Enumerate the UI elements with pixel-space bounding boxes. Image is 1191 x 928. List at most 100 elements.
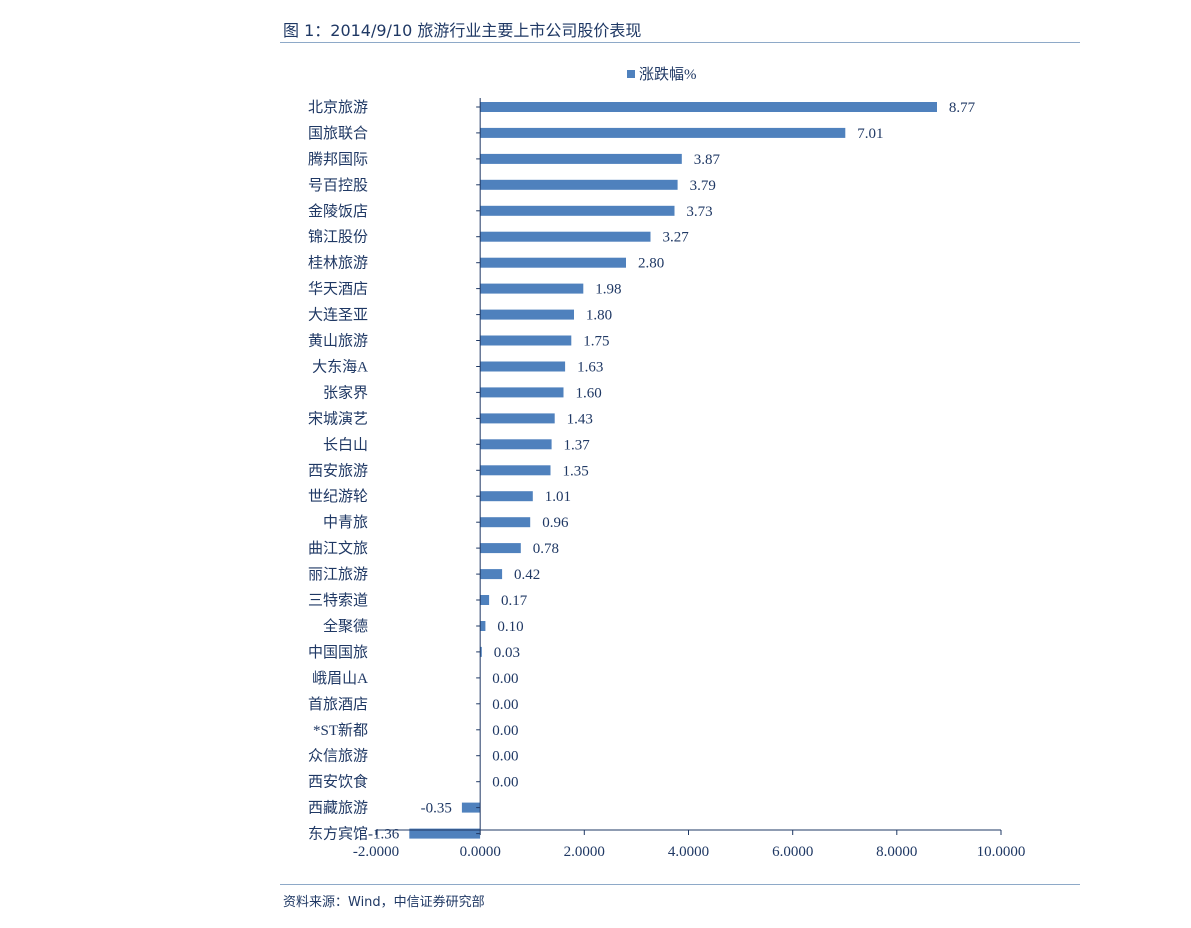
bar (480, 309, 574, 320)
category-label: 西藏旅游 (308, 800, 368, 817)
source-divider (280, 884, 1080, 885)
data-label: 2.80 (638, 256, 664, 272)
category-label: 峨眉山A (312, 670, 368, 687)
data-label: 0.00 (492, 749, 518, 765)
category-labels: 北京旅游国旅联合腾邦国际号百控股金陵饭店锦江股份桂林旅游华天酒店大连圣亚黄山旅游… (308, 99, 368, 843)
data-label: 1.63 (577, 360, 603, 376)
data-label: 0.10 (497, 619, 523, 635)
category-label: 金陵饭店 (308, 203, 368, 220)
category-label: 世纪游轮 (308, 488, 368, 505)
bar (480, 595, 490, 605)
x-tick-label: 2.0000 (564, 844, 605, 860)
category-label: 国旅联合 (308, 125, 368, 142)
title-divider (280, 42, 1080, 43)
bar (480, 257, 626, 268)
bar-chart: 涨跌幅% 北京旅游国旅联合腾邦国际号百控股金陵饭店锦江股份桂林旅游华天酒店大连圣… (308, 66, 1026, 860)
category-label: 号百控股 (308, 177, 368, 194)
x-tick-label: 4.0000 (668, 844, 709, 860)
category-label: 西安饮食 (308, 774, 368, 791)
data-label: 0.00 (492, 775, 518, 791)
bar (480, 413, 555, 424)
data-label: 1.80 (586, 308, 612, 324)
chart-axes (375, 98, 1002, 835)
chart-legend: 涨跌幅% (627, 66, 697, 83)
bar (480, 283, 584, 294)
bar (480, 439, 552, 450)
bar-series (409, 102, 937, 839)
bar (409, 828, 481, 839)
category-label: 大连圣亚 (308, 307, 368, 324)
category-label: 黄山旅游 (308, 333, 368, 350)
bar (480, 646, 482, 657)
bar (480, 205, 675, 216)
category-label: 华天酒店 (308, 281, 368, 298)
bar (480, 179, 678, 190)
data-label: -1.36 (368, 827, 400, 843)
category-label: 西安旅游 (308, 462, 368, 479)
bar (480, 569, 503, 580)
data-labels: 8.77 7.01 3.87 3.79 3.73 3.27 2.80 1.98 1.80 1.75… (368, 100, 976, 843)
legend-swatch (627, 70, 635, 78)
data-label: 0.96 (542, 515, 569, 531)
data-label: 0.03 (494, 645, 520, 661)
data-label: 3.73 (686, 204, 712, 220)
category-label: 长白山 (323, 436, 368, 453)
data-label: 1.60 (576, 385, 602, 401)
category-label: 腾邦国际 (308, 151, 368, 168)
category-label: 锦江股份 (308, 229, 368, 246)
bar (480, 387, 564, 398)
x-tick-label: 6.0000 (772, 844, 813, 860)
x-tick-labels: -2.0000 0.0000 2.0000 4.0000 6.0000 8.0000 10.… (353, 844, 1026, 860)
category-label: *ST新都 (313, 722, 368, 739)
data-label: 0.78 (533, 541, 559, 557)
category-label: 曲江文旅 (308, 540, 368, 557)
data-label: 7.01 (857, 126, 883, 142)
data-label: 1.75 (583, 334, 609, 350)
data-label: 0.00 (492, 671, 518, 687)
data-label: 3.79 (690, 178, 716, 194)
x-tick-label: 8.0000 (876, 844, 917, 860)
category-label: 首旅酒店 (308, 696, 368, 713)
data-label: 8.77 (949, 100, 976, 116)
data-label: 1.98 (595, 282, 621, 298)
category-label: 宋城演艺 (308, 410, 368, 427)
data-label: 0.17 (501, 593, 528, 609)
data-label: 1.43 (567, 411, 593, 427)
bar (480, 517, 531, 528)
data-label: 3.87 (694, 152, 721, 168)
data-label: 1.01 (545, 489, 571, 505)
bar (480, 491, 533, 502)
x-tick-label: 0.0000 (460, 844, 501, 860)
category-label: 全聚德 (323, 617, 368, 635)
category-label: 三特索道 (308, 592, 368, 609)
data-label: 3.27 (663, 230, 690, 246)
bar (480, 465, 551, 476)
category-label: 众信旅游 (308, 748, 368, 765)
category-label: 中青旅 (323, 514, 368, 531)
figure-title: 图 1：2014/9/10 旅游行业主要上市公司股价表现 (283, 21, 642, 40)
category-label: 丽江旅游 (308, 566, 368, 583)
bar (480, 231, 651, 242)
data-label: 0.00 (492, 697, 518, 713)
data-label: 1.35 (563, 463, 589, 479)
bar (480, 361, 566, 372)
category-label: 桂林旅游 (308, 255, 368, 272)
x-tick-label: 10.0000 (977, 844, 1026, 860)
x-tick-label: -2.0000 (353, 844, 399, 860)
category-label: 大东海A (312, 359, 368, 376)
bar (480, 335, 572, 346)
bar (480, 621, 486, 631)
data-label: -0.35 (421, 801, 452, 817)
category-label: 东方宾馆 (308, 826, 368, 843)
bar (480, 543, 521, 554)
data-label: 1.37 (564, 437, 591, 453)
category-label: 北京旅游 (308, 99, 368, 116)
bar (480, 127, 846, 138)
category-label: 张家界 (323, 384, 368, 401)
category-label: 中国国旅 (308, 644, 368, 661)
data-label: 0.42 (514, 567, 540, 583)
legend-label: 涨跌幅% (639, 66, 697, 83)
source-note: 资料来源：Wind，中信证券研究部 (283, 895, 485, 910)
bar (480, 102, 937, 112)
bar (480, 153, 682, 164)
